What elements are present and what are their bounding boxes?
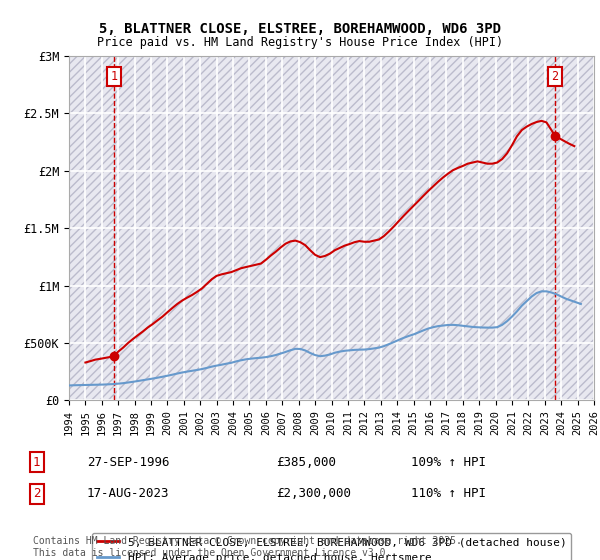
Text: £385,000: £385,000: [276, 455, 336, 469]
Text: 27-SEP-1996: 27-SEP-1996: [87, 455, 170, 469]
Text: £2,300,000: £2,300,000: [276, 487, 351, 501]
Text: Contains HM Land Registry data © Crown copyright and database right 2025.
This d: Contains HM Land Registry data © Crown c…: [33, 536, 462, 558]
Text: 1: 1: [33, 455, 41, 469]
Text: 109% ↑ HPI: 109% ↑ HPI: [411, 455, 486, 469]
Text: 17-AUG-2023: 17-AUG-2023: [87, 487, 170, 501]
Legend: 5, BLATTNER CLOSE, ELSTREE, BOREHAMWOOD, WD6 3PD (detached house), HPI: Average : 5, BLATTNER CLOSE, ELSTREE, BOREHAMWOOD,…: [92, 533, 571, 560]
Text: 2: 2: [551, 70, 559, 83]
Text: 1: 1: [110, 70, 118, 83]
Text: Price paid vs. HM Land Registry's House Price Index (HPI): Price paid vs. HM Land Registry's House …: [97, 36, 503, 49]
Text: 110% ↑ HPI: 110% ↑ HPI: [411, 487, 486, 501]
Text: 2: 2: [33, 487, 41, 501]
Text: 5, BLATTNER CLOSE, ELSTREE, BOREHAMWOOD, WD6 3PD: 5, BLATTNER CLOSE, ELSTREE, BOREHAMWOOD,…: [99, 22, 501, 36]
